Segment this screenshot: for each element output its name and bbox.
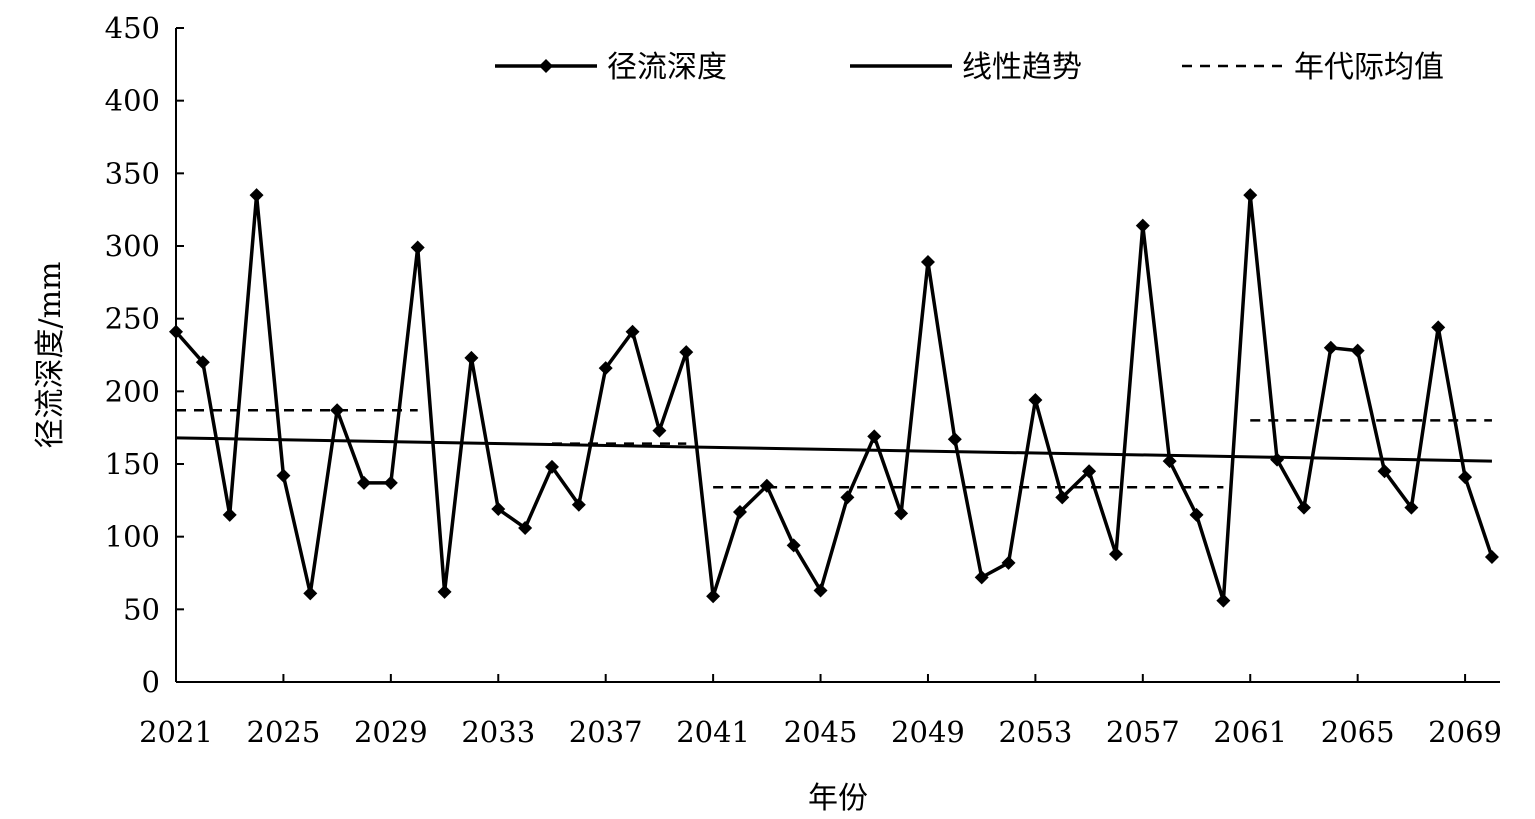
runoff-depth-point — [1055, 490, 1070, 505]
runoff-depth-point — [813, 583, 828, 598]
x-axis-title: 年份 — [808, 781, 868, 816]
y-axis-ticks: 0 50 100 150 200 250 300 350 400 450 — [105, 11, 184, 699]
runoff-depth-point — [249, 188, 264, 203]
runoff-depth-point — [276, 468, 291, 483]
runoff-depth-point — [169, 324, 183, 339]
y-tick-label: 300 — [105, 229, 160, 263]
runoff-depth-point — [571, 497, 586, 512]
runoff-depth-point — [920, 254, 935, 269]
runoff-depth-point — [840, 490, 855, 505]
runoff-depth-point — [625, 324, 640, 339]
runoff-depth-point — [1216, 593, 1231, 608]
runoff-depth-point — [383, 475, 398, 490]
runoff-depth-point — [1001, 555, 1016, 570]
x-tick-label: 2049 — [891, 715, 965, 749]
runoff-depth-point — [1162, 454, 1177, 469]
runoff-depth-point — [1296, 500, 1311, 515]
runoff-depth-point — [410, 240, 425, 255]
runoff-depth-point — [464, 350, 479, 365]
runoff-depth-point — [1458, 470, 1473, 485]
runoff-depth-point — [491, 502, 506, 517]
runoff-depth-point — [974, 570, 989, 585]
x-tick-label: 2061 — [1213, 715, 1287, 749]
x-tick-label: 2021 — [139, 715, 213, 749]
y-tick-label: 400 — [105, 84, 160, 118]
runoff-depth-point — [1350, 343, 1365, 358]
runoff-depth-point — [1243, 188, 1258, 203]
x-tick-label: 2037 — [569, 715, 643, 749]
legend-label: 线性趋势 — [962, 50, 1082, 85]
runoff-depth-point — [598, 361, 613, 376]
runoff-depth-point — [1323, 340, 1338, 355]
runoff-depth-point — [1189, 507, 1204, 522]
runoff-depth-point — [1028, 393, 1043, 408]
x-tick-label: 2057 — [1106, 715, 1180, 749]
runoff-depth-point — [1484, 550, 1499, 565]
x-tick-label: 2025 — [247, 715, 321, 749]
y-tick-label: 250 — [105, 302, 160, 336]
legend-label: 径流深度 — [607, 50, 727, 85]
x-tick-label: 2041 — [676, 715, 750, 749]
runoff-depth-point — [518, 520, 533, 535]
y-tick-label: 200 — [105, 374, 160, 408]
x-tick-label: 2053 — [998, 715, 1072, 749]
runoff-depth-point — [1135, 218, 1150, 233]
runoff-depth-point — [330, 403, 345, 418]
runoff-depth-point — [1404, 500, 1419, 515]
y-axis-title: 径流深度/mm — [33, 261, 68, 448]
runoff-depth-point — [222, 507, 237, 522]
runoff-depth-point — [759, 478, 774, 493]
runoff-depth-point — [1270, 452, 1285, 467]
y-tick-label: 350 — [105, 156, 160, 190]
linear-trend-line — [175, 436, 1492, 463]
y-tick-label: 0 — [142, 665, 160, 699]
x-tick-label: 2065 — [1321, 715, 1395, 749]
legend: 径流深度 线性趋势 年代际均值 — [495, 50, 1444, 85]
x-tick-label: 2033 — [461, 715, 535, 749]
runoff-depth-point — [1431, 320, 1446, 335]
runoff-depth-point — [652, 423, 667, 438]
runoff-depth-point — [867, 429, 882, 444]
runoff-depth-point — [786, 538, 801, 553]
x-tick-label: 2029 — [354, 715, 428, 749]
runoff-depth-point — [1377, 464, 1392, 479]
axes — [175, 28, 1500, 683]
runoff-depth-point — [1108, 547, 1123, 562]
y-tick-label: 450 — [105, 11, 160, 45]
runoff-depth-point — [947, 432, 962, 447]
runoff-depth-point — [732, 504, 747, 519]
x-axis-ticks: 2021 2025 2029 2033 2037 2041 2045 2049 2053 2057… — [139, 674, 1502, 749]
runoff-depth-line — [174, 194, 1494, 602]
runoff-depth-point — [1082, 464, 1097, 479]
legend-swatch-marker — [539, 59, 553, 73]
runoff-depth-point — [356, 475, 371, 490]
runoff-depth-point — [706, 589, 721, 604]
runoff-depth-point — [679, 345, 694, 360]
runoff-depth-point — [894, 506, 909, 521]
y-tick-label: 150 — [105, 447, 160, 481]
series-layer — [169, 188, 1499, 608]
x-tick-label: 2069 — [1428, 715, 1502, 749]
runoff-depth-point — [544, 459, 559, 474]
runoff-depth-point — [437, 584, 452, 599]
runoff-depth-point — [303, 586, 318, 601]
legend-label: 年代际均值 — [1294, 50, 1444, 85]
runoff-depth-point — [195, 355, 210, 370]
y-tick-label: 50 — [123, 592, 160, 626]
y-tick-label: 100 — [105, 520, 160, 554]
x-tick-label: 2045 — [784, 715, 858, 749]
